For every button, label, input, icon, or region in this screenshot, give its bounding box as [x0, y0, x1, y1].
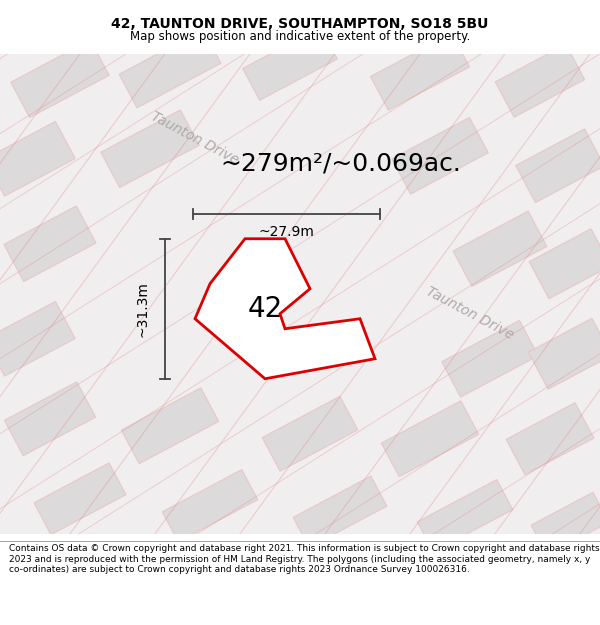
Polygon shape: [242, 28, 337, 100]
Polygon shape: [293, 476, 387, 548]
Polygon shape: [195, 239, 375, 379]
Polygon shape: [370, 33, 470, 110]
Polygon shape: [417, 479, 513, 552]
Text: Map shows position and indicative extent of the property.: Map shows position and indicative extent…: [130, 30, 470, 42]
Polygon shape: [0, 301, 75, 376]
Polygon shape: [506, 402, 594, 475]
Polygon shape: [392, 118, 488, 194]
Polygon shape: [453, 211, 547, 286]
Text: ~27.9m: ~27.9m: [259, 225, 314, 239]
Polygon shape: [4, 382, 95, 456]
Polygon shape: [382, 401, 479, 477]
Polygon shape: [0, 121, 75, 196]
Polygon shape: [4, 206, 96, 281]
Polygon shape: [516, 129, 600, 202]
Polygon shape: [495, 44, 585, 118]
Polygon shape: [531, 492, 600, 555]
Polygon shape: [529, 318, 600, 389]
Polygon shape: [119, 29, 221, 108]
Polygon shape: [442, 321, 538, 397]
Text: ~279m²/~0.069ac.: ~279m²/~0.069ac.: [220, 152, 461, 176]
Polygon shape: [34, 463, 126, 534]
Text: ~31.3m: ~31.3m: [136, 281, 150, 337]
Text: Taunton Drive: Taunton Drive: [424, 285, 516, 342]
Polygon shape: [529, 229, 600, 299]
Text: 42, TAUNTON DRIVE, SOUTHAMPTON, SO18 5BU: 42, TAUNTON DRIVE, SOUTHAMPTON, SO18 5BU: [112, 17, 488, 31]
Polygon shape: [262, 396, 358, 471]
Polygon shape: [162, 469, 258, 542]
Text: 42: 42: [247, 295, 283, 322]
Text: Contains OS data © Crown copyright and database right 2021. This information is : Contains OS data © Crown copyright and d…: [9, 544, 599, 574]
Polygon shape: [11, 40, 109, 118]
Text: Taunton Drive: Taunton Drive: [149, 110, 241, 168]
Polygon shape: [101, 110, 199, 188]
Polygon shape: [121, 388, 218, 464]
